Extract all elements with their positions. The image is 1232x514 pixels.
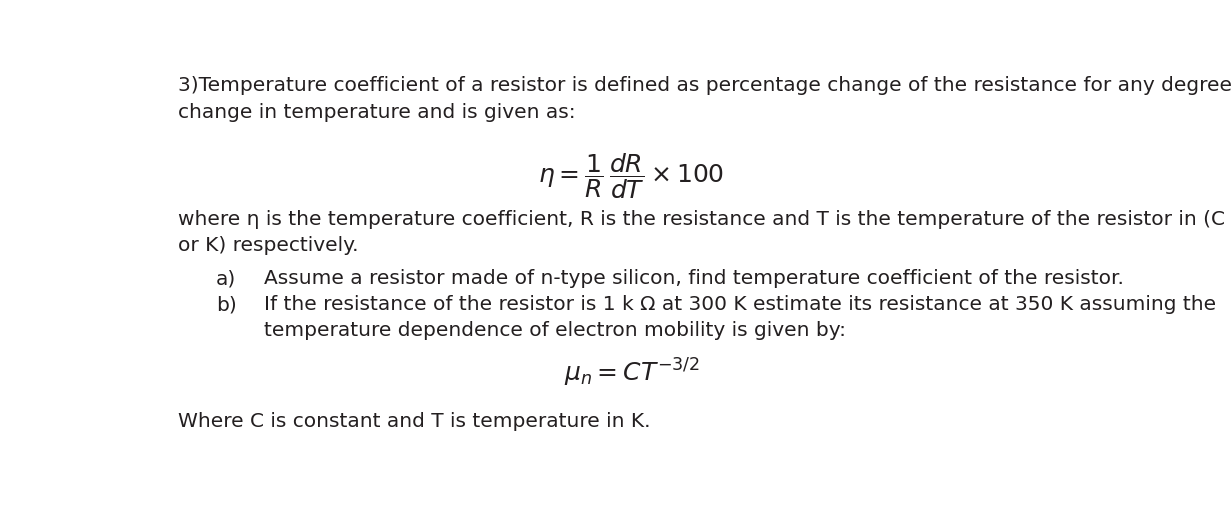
Text: $\eta = \dfrac{1}{R}\,\dfrac{dR}{dT}\times100$: $\eta = \dfrac{1}{R}\,\dfrac{dR}{dT}\tim… xyxy=(538,151,724,200)
Text: $\mu_n = CT^{-3/2}$: $\mu_n = CT^{-3/2}$ xyxy=(563,357,700,389)
Text: Where C is constant and T is temperature in K.: Where C is constant and T is temperature… xyxy=(177,412,650,431)
Text: a): a) xyxy=(216,269,237,288)
Text: where η is the temperature coefficient, R is the resistance and T is the tempera: where η is the temperature coefficient, … xyxy=(177,210,1225,229)
Text: temperature dependence of electron mobility is given by:: temperature dependence of electron mobil… xyxy=(264,321,846,340)
Text: If the resistance of the resistor is 1 k Ω at 300 K estimate its resistance at 3: If the resistance of the resistor is 1 k… xyxy=(264,295,1216,314)
Text: change in temperature and is given as:: change in temperature and is given as: xyxy=(177,103,575,122)
Text: b): b) xyxy=(216,295,237,314)
Text: Assume a resistor made of n-type silicon, find temperature coefficient of the re: Assume a resistor made of n-type silicon… xyxy=(264,269,1124,288)
Text: or K) respectively.: or K) respectively. xyxy=(177,236,359,255)
Text: 3)Temperature coefficient of a resistor is defined as percentage change of the r: 3)Temperature coefficient of a resistor … xyxy=(177,76,1232,95)
